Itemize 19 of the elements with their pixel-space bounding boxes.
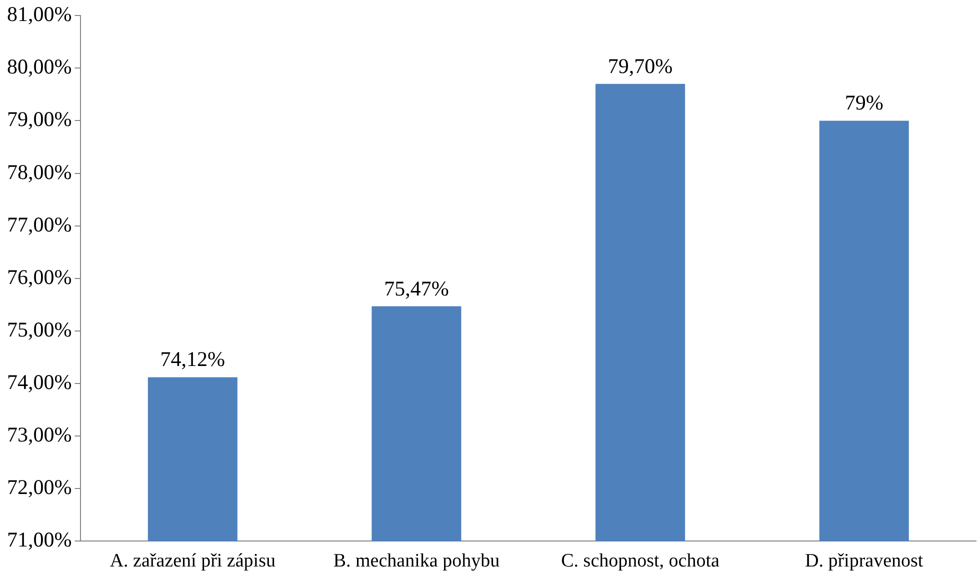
y-tick-label: 74,00% [6, 370, 72, 394]
y-tick-label: 77,00% [6, 212, 72, 236]
y-tick-label: 71,00% [6, 528, 72, 552]
x-tick-label: D. připravenost [804, 550, 924, 572]
y-tick-label: 76,00% [6, 264, 72, 289]
y-tick-label: 75,00% [6, 317, 72, 342]
data-label: 79,70% [608, 54, 673, 78]
y-tick-label: 72,00% [6, 475, 72, 500]
y-tick-label: 73,00% [6, 422, 72, 447]
y-tick-label: 79,00% [6, 107, 72, 132]
data-label: 75,47% [384, 276, 449, 300]
x-tick-label: B. mechanika pohybu [333, 550, 500, 572]
y-tick-label: 81,00% [6, 2, 72, 26]
y-tick-label: 80,00% [6, 54, 72, 79]
x-tick-label: A. zařazení při zápisu [110, 550, 276, 572]
data-label: 79% [844, 90, 884, 115]
x-tick-label: C. schopnost, ochota [561, 550, 720, 572]
data-label: 74,12% [160, 347, 226, 372]
y-tick-label: 78,00% [6, 160, 72, 184]
